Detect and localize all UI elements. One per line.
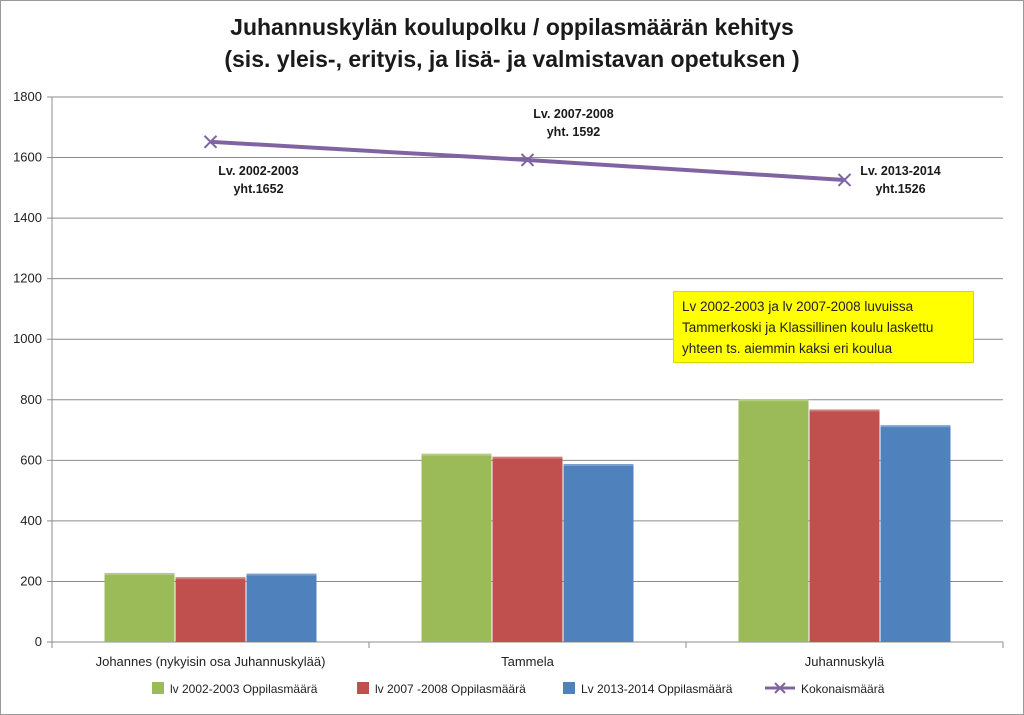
bar-highlight [492,456,563,459]
y-tick-label: 0 [35,634,42,649]
annotation-3-line-1: Lv. 2013-2014 [860,164,940,178]
bar-1-2 [421,453,492,642]
y-tick-label: 600 [20,452,42,467]
bar-2-2 [492,456,563,642]
legend-swatch-1 [152,682,164,694]
y-tick-label: 1200 [13,271,42,286]
bar-highlight [246,573,317,576]
y-tick-label: 200 [20,573,42,588]
y-tick-label: 1800 [13,89,42,104]
total-point-1 [203,135,218,149]
bar-1-3 [738,399,809,642]
annotation-1-line-2: yht.1652 [233,182,283,196]
bar-highlight [809,409,880,412]
y-tick-label: 1400 [13,210,42,225]
legend-label-1: lv 2002-2003 Oppilasmäärä [170,682,318,696]
bar-highlight [563,463,634,466]
x-tick-label: Juhannuskylä [805,654,885,669]
y-tick-label: 400 [20,513,42,528]
bar-3-1 [246,573,317,642]
bar-highlight [175,577,246,580]
legend-swatch-2 [357,682,369,694]
legend-label-4: Kokonaismäärä [801,682,885,696]
bar-highlight [880,425,951,428]
annotation-2-line-1: Lv. 2007-2008 [533,107,613,121]
chart-title: Juhannuskylän koulupolku / oppilasmäärän… [230,14,794,40]
bar-2-3 [809,409,880,642]
note-line-1: Lv 2002-2003 ja lv 2007-2008 luvuissa [682,299,914,314]
annotation-3-line-2: yht.1526 [875,182,925,196]
annotation-2-line-2: yht. 1592 [547,125,601,139]
y-tick-label: 1000 [13,331,42,346]
bar-highlight [421,453,492,456]
y-tick-label: 1600 [13,150,42,165]
x-tick-label: Tammela [501,654,555,669]
x-tick-label: Johannes (nykyisin osa Juhannuskylää) [96,654,326,669]
annotation-1-line-1: Lv. 2002-2003 [218,164,298,178]
legend-label-3: Lv 2013-2014 Oppilasmäärä [581,682,733,696]
bar-3-2 [563,463,634,642]
bar-2-1 [175,577,246,642]
legend-swatch-3 [563,682,575,694]
bar-1-1 [104,572,175,642]
total-point-3 [837,173,852,187]
bar-3-3 [880,425,951,642]
total-point-2 [520,153,535,167]
legend-line-marker [774,682,786,694]
bar-highlight [104,572,175,575]
note-line-2: Tammerkoski ja Klassillinen koulu lasket… [682,320,934,335]
note-box: Lv 2002-2003 ja lv 2007-2008 luvuissa Ta… [673,291,974,363]
bar-highlight [738,399,809,402]
y-tick-label: 800 [20,392,42,407]
legend-label-2: lv 2007 -2008 Oppilasmäärä [375,682,526,696]
chart-subtitle: (sis. yleis-, erityis, ja lisä- ja valmi… [224,46,800,72]
note-line-3: yhteen ts. aiemmin kaksi eri koulua [682,341,893,356]
